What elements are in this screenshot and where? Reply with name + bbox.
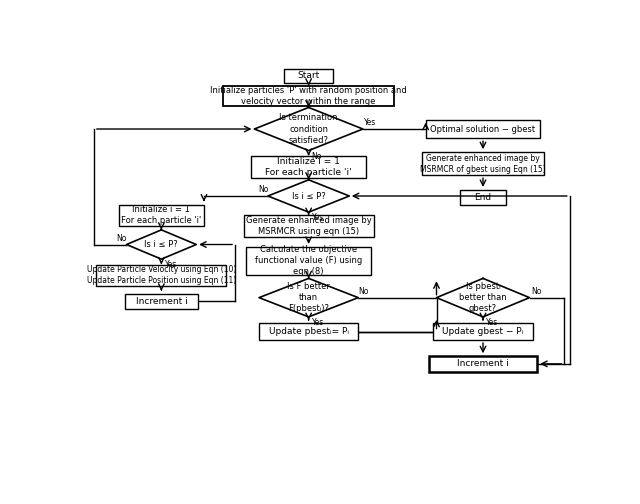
Text: Increment i: Increment i xyxy=(136,297,188,306)
Text: Initialize particles 'P' with random position and
velocity vector within the ran: Initialize particles 'P' with random pos… xyxy=(211,86,407,106)
Text: Start: Start xyxy=(298,72,320,80)
Text: No: No xyxy=(312,152,322,161)
Text: Initialize i = 1
For each particle 'i': Initialize i = 1 For each particle 'i' xyxy=(121,205,202,225)
Text: No: No xyxy=(531,287,541,296)
Text: No: No xyxy=(358,287,369,296)
Polygon shape xyxy=(259,278,358,317)
FancyBboxPatch shape xyxy=(119,205,204,226)
FancyBboxPatch shape xyxy=(422,152,544,175)
Polygon shape xyxy=(254,107,363,151)
Text: Update pbestᵢ= Pᵢ: Update pbestᵢ= Pᵢ xyxy=(269,327,349,336)
Text: Yes: Yes xyxy=(364,118,376,128)
Polygon shape xyxy=(268,180,349,212)
Text: Update Particle Velocity using Eqn (10)
Update Particle Position using Eqn (11): Update Particle Velocity using Eqn (10) … xyxy=(86,265,236,285)
FancyBboxPatch shape xyxy=(426,120,540,138)
Text: Yes: Yes xyxy=(312,318,324,327)
Text: Yes: Yes xyxy=(486,318,499,327)
Text: Is i ≤ P?: Is i ≤ P? xyxy=(145,240,179,249)
Text: Initialize i = 1
For each particle 'i': Initialize i = 1 For each particle 'i' xyxy=(266,157,352,177)
Polygon shape xyxy=(127,230,196,259)
Text: End: End xyxy=(474,193,492,202)
FancyBboxPatch shape xyxy=(125,294,198,309)
Text: Increment i: Increment i xyxy=(457,359,509,368)
FancyBboxPatch shape xyxy=(246,247,371,275)
Text: Optimal solution − gbest: Optimal solution − gbest xyxy=(431,124,536,134)
Text: Yes: Yes xyxy=(164,260,177,269)
FancyBboxPatch shape xyxy=(259,323,358,340)
Text: Is F better
than
F(pbestᵢ)?: Is F better than F(pbestᵢ)? xyxy=(287,282,330,313)
Text: Generate enhanced image by
MSRMCR of gbest using Eqn (15): Generate enhanced image by MSRMCR of gbe… xyxy=(420,154,546,174)
Text: Is termination
condition
satisfied?: Is termination condition satisfied? xyxy=(280,113,338,145)
Text: No: No xyxy=(258,185,268,195)
FancyBboxPatch shape xyxy=(433,323,532,340)
Text: Is i ≤ P?: Is i ≤ P? xyxy=(292,192,326,201)
FancyBboxPatch shape xyxy=(244,215,374,237)
Text: Is pbestᵢ
better than
gbest?: Is pbestᵢ better than gbest? xyxy=(459,282,507,313)
FancyBboxPatch shape xyxy=(284,69,333,83)
Text: No: No xyxy=(116,234,127,243)
FancyBboxPatch shape xyxy=(252,156,366,177)
Text: Calculate the objective
functional value (F) using
eqn (8): Calculate the objective functional value… xyxy=(255,245,362,276)
Text: Generate enhanced image by
MSRMCR using eqn (15): Generate enhanced image by MSRMCR using … xyxy=(246,216,371,236)
FancyBboxPatch shape xyxy=(429,356,537,371)
Text: Update gbest − Pᵢ: Update gbest − Pᵢ xyxy=(442,327,524,336)
FancyBboxPatch shape xyxy=(460,190,506,205)
FancyBboxPatch shape xyxy=(223,86,394,106)
FancyBboxPatch shape xyxy=(96,265,227,286)
Polygon shape xyxy=(436,278,529,317)
Text: Yes: Yes xyxy=(312,213,324,222)
